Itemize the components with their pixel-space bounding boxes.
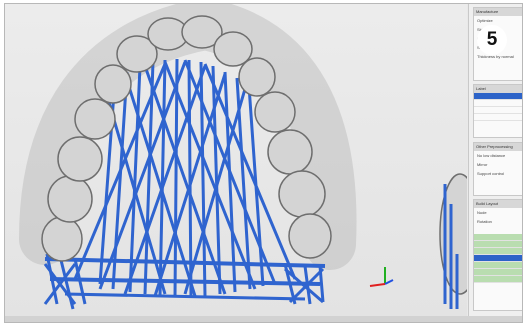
section-title: Build Layout bbox=[474, 200, 522, 208]
application-window: Manufacture Optimize Skip Move Smoothing… bbox=[4, 3, 523, 323]
option-mirror[interactable]: Mirror bbox=[477, 162, 488, 167]
other-preprocessing-section: Other Preprocessing No low distance Mirr… bbox=[473, 142, 522, 196]
table-row[interactable] bbox=[474, 262, 522, 269]
label-table[interactable] bbox=[474, 93, 522, 121]
second-model-partial bbox=[439, 173, 481, 309]
table-row[interactable] bbox=[474, 276, 522, 283]
table-row[interactable] bbox=[474, 114, 522, 121]
option-no-low-distance[interactable]: No low distance bbox=[477, 153, 506, 158]
table-row[interactable] bbox=[474, 269, 522, 276]
status-bar bbox=[5, 316, 522, 322]
table-row[interactable] bbox=[474, 255, 522, 262]
table-row[interactable] bbox=[474, 93, 522, 100]
section-title: Label bbox=[474, 85, 522, 93]
table-row[interactable] bbox=[474, 100, 522, 107]
properties-panel: Manufacture Optimize Skip Move Smoothing… bbox=[468, 4, 522, 322]
section-title: Other Preprocessing bbox=[474, 143, 522, 151]
option-rotation[interactable]: Rotation bbox=[477, 219, 492, 224]
table-row[interactable] bbox=[474, 234, 522, 241]
option-nude[interactable]: Nude bbox=[477, 210, 487, 215]
dental-arch bbox=[41, 15, 332, 262]
build-layout-section: Build Layout Nude Rotation bbox=[473, 199, 522, 311]
option-thickness[interactable]: Thickness by normal bbox=[477, 54, 514, 59]
label-section: Label bbox=[473, 84, 522, 138]
table-row[interactable] bbox=[474, 248, 522, 255]
axis-gizmo bbox=[369, 267, 394, 287]
dental-model-render bbox=[19, 4, 481, 310]
section-title: Manufacture bbox=[474, 8, 522, 16]
option-support-control[interactable]: Support control bbox=[477, 171, 505, 176]
3d-viewport[interactable] bbox=[5, 4, 481, 316]
build-table[interactable] bbox=[474, 234, 522, 283]
step-number-badge: 5 bbox=[477, 25, 507, 55]
table-row[interactable] bbox=[474, 107, 522, 114]
table-row[interactable] bbox=[474, 241, 522, 248]
support-structure bbox=[43, 58, 326, 310]
option-optimize[interactable]: Optimize bbox=[477, 18, 493, 23]
